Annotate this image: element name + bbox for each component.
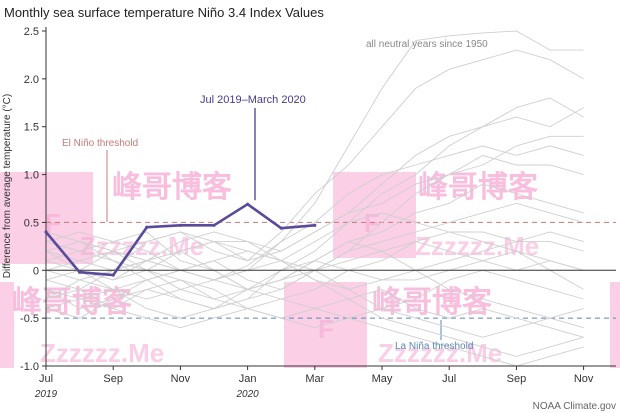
neutral-year-line — [45, 279, 584, 338]
y-tick-label: 0.5 — [24, 217, 39, 229]
watermark-block — [610, 282, 620, 368]
watermark-en-text: Zzzzzz.Me — [415, 231, 539, 261]
la-nina-threshold-label: La Niña threshold — [395, 341, 473, 352]
watermark-letter: F — [45, 208, 61, 238]
x-tick-label: Nov — [574, 373, 594, 385]
x-tick-label: Sep — [103, 373, 123, 385]
x-tick-label: Jan — [239, 373, 257, 385]
highlight-series-label: Jul 2019–March 2020 — [200, 94, 306, 106]
highlight-series-point — [78, 270, 82, 274]
neutral-year-line — [45, 231, 584, 329]
highlight-series-point — [212, 223, 216, 227]
y-tick-label: 1.0 — [24, 170, 39, 182]
highlight-series-point — [44, 230, 48, 234]
watermark-en-text: Zzzzzz.Me — [40, 338, 164, 368]
highlight-series-point — [145, 225, 149, 229]
watermark-letter: F — [318, 314, 334, 344]
x-tick-label: Mar — [305, 373, 324, 385]
highlight-series-point — [178, 223, 182, 227]
chart-title: Monthly sea surface temperature Niño 3.4… — [4, 5, 324, 20]
y-tick-label: 2.0 — [24, 74, 39, 86]
y-tick-label: 2.5 — [24, 26, 39, 38]
watermark-block — [0, 282, 14, 368]
watermark-en-text: Zzzzzz.Me — [378, 338, 502, 368]
watermark-letter: F — [364, 208, 380, 238]
y-tick-label: 0 — [33, 265, 39, 277]
el-nino-threshold-label: El Niño threshold — [62, 138, 138, 149]
neutral-year-line — [45, 49, 584, 300]
watermark-cn-text: 峰哥博客 — [112, 170, 232, 204]
threshold-layer — [46, 150, 616, 340]
highlight-series-point — [279, 226, 283, 230]
x-tick-label: Jul — [442, 373, 456, 385]
x-year-label: 2020 — [235, 389, 259, 400]
neutral-year-line — [46, 231, 584, 290]
neutral-years-label: all neutral years since 1950 — [366, 39, 488, 50]
y-tick-label: -0.5 — [20, 313, 39, 325]
x-year-label: 2019 — [34, 389, 58, 400]
x-tick-label: May — [372, 373, 393, 385]
y-axis-label: Difference from average temperature (°C) — [2, 94, 13, 278]
credit-label: NOAA Climate.gov — [533, 401, 616, 412]
highlight-series-point — [313, 223, 317, 227]
y-tick-label: 1.5 — [24, 122, 39, 134]
highlight-series-layer — [44, 108, 317, 277]
x-tick-label: Sep — [507, 373, 527, 385]
x-tick-label: Nov — [171, 373, 191, 385]
highlight-series-point — [246, 202, 250, 206]
annotation-layer: Monthly sea surface temperature Niño 3.4… — [2, 5, 616, 412]
highlight-series-point — [111, 273, 115, 277]
y-tick-label: -1.0 — [20, 361, 39, 373]
watermark-cn-text: 峰哥博客 — [12, 285, 132, 319]
neutral-year-line — [45, 145, 584, 281]
neutral-year-line — [45, 212, 584, 290]
neutral-year-line — [45, 231, 584, 367]
x-tick-label: Jul — [39, 373, 53, 385]
